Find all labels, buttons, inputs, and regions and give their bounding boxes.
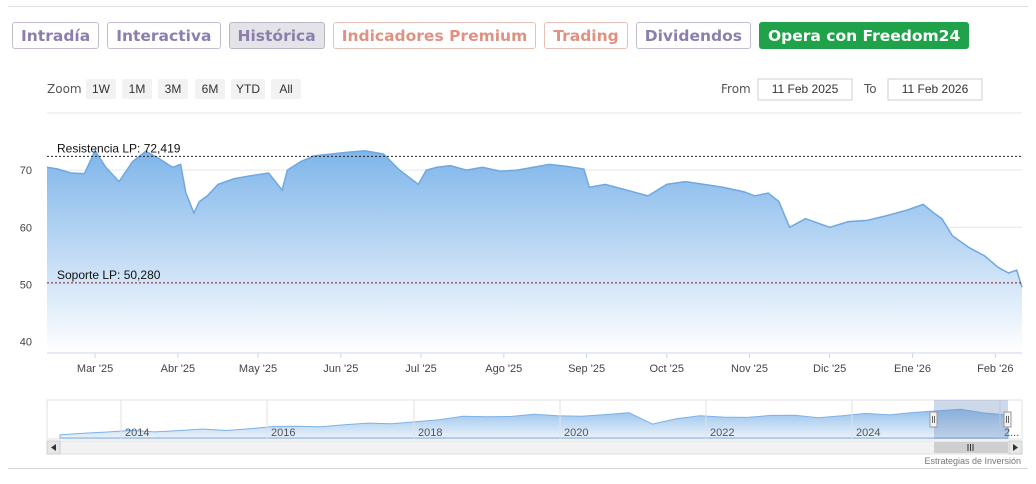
x-tick-label: Sep '25 xyxy=(568,363,605,375)
zoom-button-bg xyxy=(86,79,116,99)
resistance-label: Resistencia LP: 72,419 xyxy=(57,141,181,155)
zoom-button-bg xyxy=(122,79,152,99)
zoom-button-label: 6M xyxy=(202,82,219,96)
to-input[interactable] xyxy=(887,78,983,101)
navigator[interactable]: 2014 2016 2018 2020 2022 2024 2... xyxy=(46,399,1023,440)
zoom-button-bg xyxy=(271,79,301,99)
y-tick-label: 60 xyxy=(20,222,32,234)
y-tick-label: 40 xyxy=(20,337,32,349)
navigator-right-handle[interactable] xyxy=(1003,411,1012,428)
opera-freedom24-button[interactable]: Opera con Freedom24 xyxy=(758,22,970,49)
navigator-selection[interactable] xyxy=(934,400,1008,439)
zoom-ytd-button[interactable]: YTD xyxy=(231,79,265,99)
zoom-button-label: YTD xyxy=(236,82,260,96)
tab-dividendos[interactable]: Dividendos xyxy=(635,22,751,49)
navigator-year-label: 2018 xyxy=(418,427,442,439)
tab-trading[interactable]: Trading xyxy=(544,22,628,49)
scrollbar-track[interactable] xyxy=(46,440,1023,455)
from-input-value: 11 Feb 2025 xyxy=(772,82,839,96)
x-tick-label: Ene '26 xyxy=(894,363,931,375)
y-tick-label: 70 xyxy=(20,165,32,177)
bottom-divider xyxy=(8,468,1028,469)
navigator-year-label: 2... xyxy=(1004,427,1019,439)
zoom-all-button[interactable]: All xyxy=(271,79,301,99)
price-area xyxy=(47,150,1022,353)
zoom-6m-button[interactable]: 6M xyxy=(195,79,225,99)
from-input[interactable] xyxy=(757,78,853,101)
zoom-button-label: 1M xyxy=(129,82,146,96)
x-tick-label: Nov '25 xyxy=(731,363,768,375)
arrow-right-icon xyxy=(1013,444,1018,451)
navigator-left-handle[interactable] xyxy=(929,411,938,428)
tab-interactiva[interactable]: Interactiva xyxy=(107,22,221,49)
x-axis-labels: Mar '25 Abr '25 May '25 Jun '25 Jul '25 Ago '… xyxy=(77,353,1013,375)
zoom-label: Zoom xyxy=(47,82,82,96)
zoom-button-bg xyxy=(195,79,225,99)
zoom-1m-button[interactable]: 1M xyxy=(122,79,152,99)
navigator-year-label: 2024 xyxy=(856,427,880,439)
x-tick-label: Oct '25 xyxy=(649,363,684,375)
x-tick-label: Mar '25 xyxy=(77,363,113,375)
reference-lines: Resistencia LP: 72,419 Soporte LP: 50,280 xyxy=(47,141,1022,284)
to-label: To xyxy=(863,82,877,96)
zoom-button-label: All xyxy=(279,82,292,96)
y-tick-label: 50 xyxy=(20,279,32,291)
chart-svg: Zoom 1W 1M 3M 6M YTD All From 11 Feb 2025 To … xyxy=(20,78,1023,466)
zoom-3m-button[interactable]: 3M xyxy=(158,79,188,99)
to-input-value: 11 Feb 2026 xyxy=(902,82,969,96)
tab-historica[interactable]: Histórica xyxy=(228,22,325,49)
stock-chart: Zoom 1W 1M 3M 6M YTD All From 11 Feb 2025 To … xyxy=(0,70,1036,479)
zoom-button-bg xyxy=(158,79,188,99)
y-axis-labels: 40 50 60 70 xyxy=(20,165,32,348)
tab-intradia[interactable]: Intradía xyxy=(12,22,100,49)
x-tick-label: Jun '25 xyxy=(323,363,358,375)
zoom-1w-button[interactable]: 1W xyxy=(86,79,116,99)
zoom-button-bg xyxy=(231,79,265,99)
x-tick-label: May '25 xyxy=(239,363,277,375)
chart-credit: Estrategias de Inversión xyxy=(924,456,1021,466)
support-label: Soporte LP: 50,280 xyxy=(57,268,161,282)
arrow-left-icon xyxy=(51,444,56,451)
x-tick-label: Jul '25 xyxy=(405,363,436,375)
price-line xyxy=(46,149,1023,288)
navigator-labels: 2014 2016 2018 2020 2022 2024 2... xyxy=(120,400,1019,439)
zoom-button-label: 3M xyxy=(165,82,182,96)
navigator-year-label: 2016 xyxy=(271,427,295,439)
x-tick-label: Feb '26 xyxy=(977,363,1013,375)
x-tick-label: Dic '25 xyxy=(813,363,846,375)
navigator-year-label: 2022 xyxy=(710,427,734,439)
scrollbar[interactable] xyxy=(46,440,1023,455)
tab-bar: Intradía Interactiva Histórica Indicador… xyxy=(12,22,970,49)
navigator-series xyxy=(59,408,1009,439)
x-tick-label: Abr '25 xyxy=(161,363,196,375)
x-tick-label: Ago '25 xyxy=(485,363,522,375)
navigator-year-label: 2014 xyxy=(125,427,149,439)
zoom-buttons: 1W 1M 3M 6M YTD All xyxy=(86,79,301,99)
zoom-button-label: 1W xyxy=(92,82,111,96)
tab-indicadores-premium[interactable]: Indicadores Premium xyxy=(332,22,537,49)
navigator-year-label: 2020 xyxy=(564,427,588,439)
from-label: From xyxy=(721,82,751,96)
top-divider xyxy=(8,6,1028,7)
